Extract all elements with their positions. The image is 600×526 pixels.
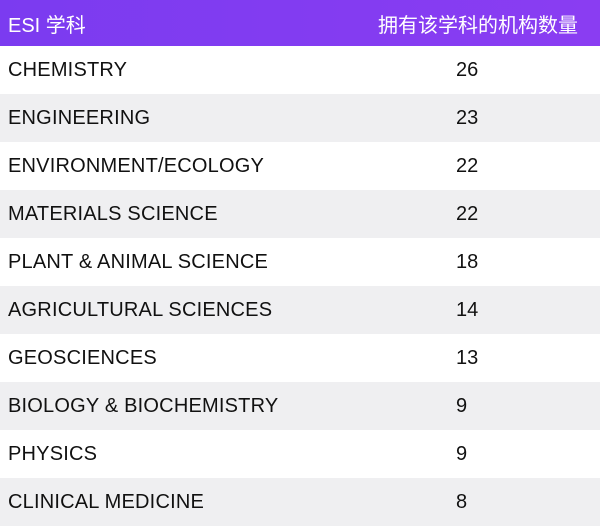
count-cell: 14 (456, 298, 479, 321)
count-cell: 26 (456, 58, 479, 81)
count-cell: 22 (456, 202, 479, 225)
count-cell: 23 (456, 106, 479, 129)
table-row: PLANT & ANIMAL SCIENCE 18 (0, 238, 600, 286)
count-cell: 22 (456, 154, 479, 177)
subject-cell: PHYSICS (8, 442, 98, 465)
table-row: CLINICAL MEDICINE 8 (0, 478, 600, 526)
table-header-row: ESI 学科 拥有该学科的机构数量 (0, 0, 600, 46)
table-row: ENVIRONMENT/ECOLOGY 22 (0, 142, 600, 190)
count-cell: 18 (456, 250, 479, 273)
subject-cell: ENGINEERING (8, 106, 151, 129)
header-institution-count: 拥有该学科的机构数量 (378, 14, 578, 37)
subject-cell: MATERIALS SCIENCE (8, 202, 218, 225)
count-cell: 8 (456, 490, 468, 513)
header-subject: ESI 学科 (8, 14, 86, 37)
table-row: ENGINEERING 23 (0, 94, 600, 142)
table-row: GEOSCIENCES 13 (0, 334, 600, 382)
count-cell: 9 (456, 394, 468, 417)
subject-cell: GEOSCIENCES (8, 346, 157, 369)
subject-cell: CLINICAL MEDICINE (8, 490, 205, 513)
table-row: PHYSICS 9 (0, 430, 600, 478)
table-row: BIOLOGY & BIOCHEMISTRY 9 (0, 382, 600, 430)
table-row: CHEMISTRY 26 (0, 46, 600, 94)
subject-cell: PLANT & ANIMAL SCIENCE (8, 250, 269, 273)
table-row: AGRICULTURAL SCIENCES 14 (0, 286, 600, 334)
subject-cell: AGRICULTURAL SCIENCES (8, 298, 273, 321)
subject-cell: ENVIRONMENT/ECOLOGY (8, 154, 265, 177)
subject-cell: CHEMISTRY (8, 58, 128, 81)
subject-cell: BIOLOGY & BIOCHEMISTRY (8, 394, 279, 417)
table-row: MATERIALS SCIENCE 22 (0, 190, 600, 238)
count-cell: 9 (456, 442, 468, 465)
count-cell: 13 (456, 346, 479, 369)
